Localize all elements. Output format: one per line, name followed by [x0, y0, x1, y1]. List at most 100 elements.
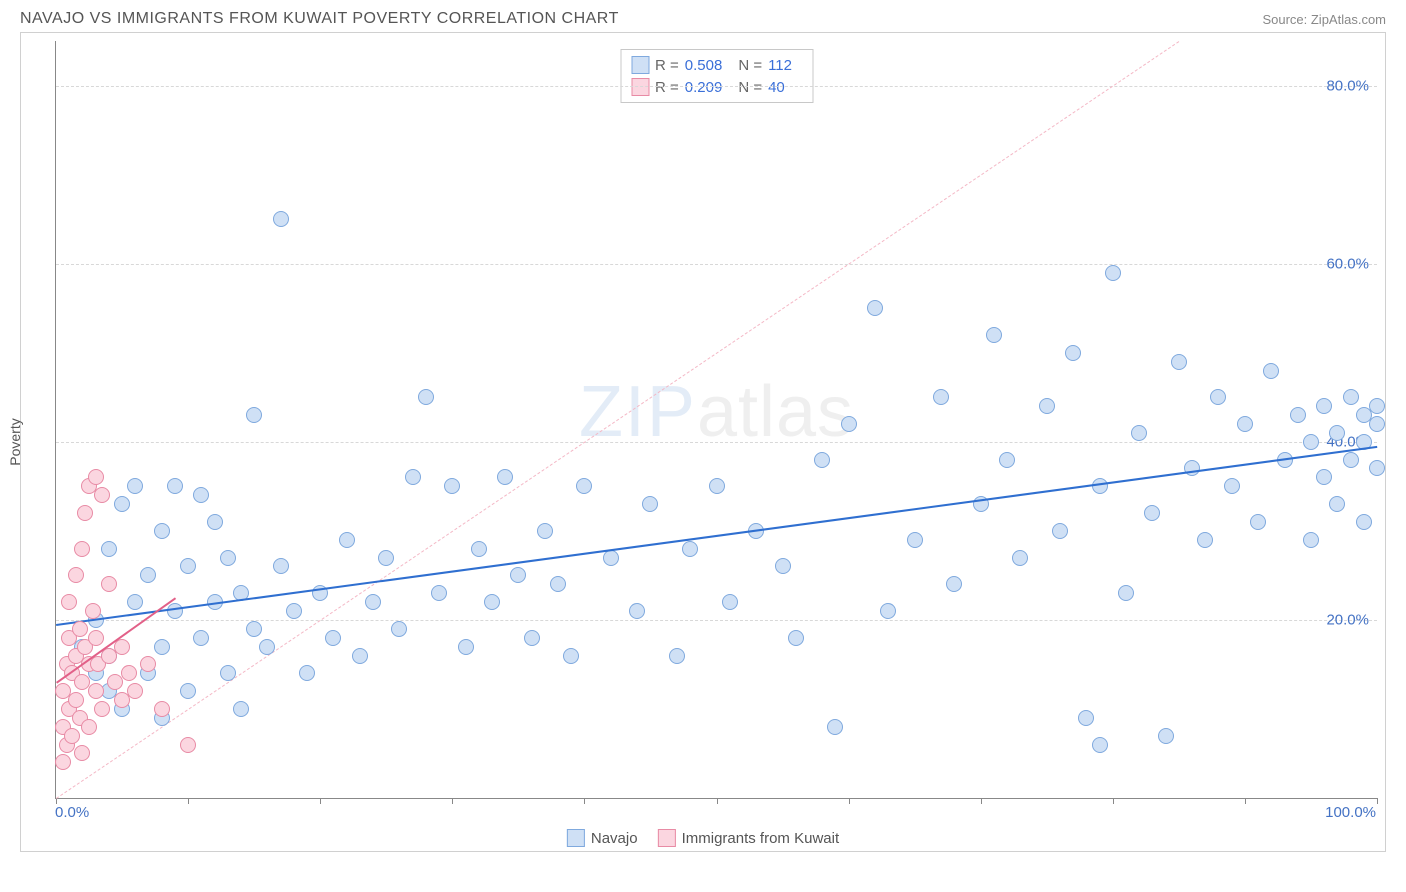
scatter-point: [68, 692, 84, 708]
gridline: [56, 442, 1377, 443]
scatter-point: [418, 389, 434, 405]
stat-n-value: 112: [768, 57, 792, 74]
scatter-point: [1303, 434, 1319, 450]
x-tick: [849, 798, 850, 804]
legend-swatch: [567, 829, 585, 847]
scatter-point: [709, 478, 725, 494]
scatter-point: [1343, 389, 1359, 405]
scatter-point: [154, 523, 170, 539]
scatter-point: [431, 585, 447, 601]
scatter-point: [537, 523, 553, 539]
scatter-point: [339, 532, 355, 548]
scatter-point: [722, 594, 738, 610]
scatter-point: [1250, 514, 1266, 530]
scatter-point: [1092, 737, 1108, 753]
scatter-point: [127, 478, 143, 494]
scatter-point: [233, 701, 249, 717]
scatter-point: [682, 541, 698, 557]
legend-label: Navajo: [591, 830, 638, 847]
scatter-point: [273, 211, 289, 227]
scatter-point: [1171, 354, 1187, 370]
scatter-point: [642, 496, 658, 512]
scatter-point: [180, 737, 196, 753]
y-tick-label: 80.0%: [1326, 77, 1369, 94]
scatter-point: [74, 541, 90, 557]
scatter-point: [207, 514, 223, 530]
scatter-point: [405, 469, 421, 485]
stat-r-label: R =: [655, 57, 679, 74]
scatter-point: [391, 621, 407, 637]
scatter-point: [88, 469, 104, 485]
scatter-point: [220, 665, 236, 681]
watermark-zip: ZIP: [579, 372, 697, 452]
y-tick-label: 60.0%: [1326, 255, 1369, 272]
scatter-point: [1316, 398, 1332, 414]
scatter-point: [788, 630, 804, 646]
scatter-point: [220, 550, 236, 566]
scatter-point: [444, 478, 460, 494]
legend-swatch: [631, 78, 649, 96]
scatter-point: [299, 665, 315, 681]
scatter-point: [61, 594, 77, 610]
scatter-point: [77, 505, 93, 521]
x-tick: [188, 798, 189, 804]
scatter-point: [193, 630, 209, 646]
scatter-point: [1263, 363, 1279, 379]
scatter-point: [101, 541, 117, 557]
scatter-point: [352, 648, 368, 664]
scatter-point: [140, 656, 156, 672]
scatter-point: [1303, 532, 1319, 548]
scatter-point: [365, 594, 381, 610]
scatter-point: [880, 603, 896, 619]
scatter-point: [1329, 496, 1345, 512]
scatter-point: [74, 745, 90, 761]
scatter-point: [1290, 407, 1306, 423]
x-tick: [320, 798, 321, 804]
watermark-atlas: atlas: [697, 372, 854, 452]
scatter-point: [140, 567, 156, 583]
x-tick-label: 0.0%: [55, 804, 89, 821]
scatter-point: [94, 701, 110, 717]
legend-label: Immigrants from Kuwait: [682, 830, 840, 847]
scatter-point: [1144, 505, 1160, 521]
scatter-point: [986, 327, 1002, 343]
x-tick: [981, 798, 982, 804]
y-tick-label: 20.0%: [1326, 611, 1369, 628]
scatter-point: [68, 567, 84, 583]
scatter-point: [946, 576, 962, 592]
scatter-point: [273, 558, 289, 574]
gridline: [56, 264, 1377, 265]
scatter-point: [1369, 416, 1385, 432]
scatter-point: [1237, 416, 1253, 432]
scatter-point: [1224, 478, 1240, 494]
scatter-point: [1052, 523, 1068, 539]
scatter-point: [193, 487, 209, 503]
scatter-point: [497, 469, 513, 485]
scatter-point: [72, 621, 88, 637]
scatter-point: [576, 478, 592, 494]
scatter-point: [775, 558, 791, 574]
legend-item: Navajo: [567, 829, 638, 847]
stat-r-label: R =: [655, 79, 679, 96]
y-axis-label: Poverty: [7, 418, 23, 465]
scatter-point: [88, 630, 104, 646]
scatter-point: [1092, 478, 1108, 494]
x-tick-label: 100.0%: [1325, 804, 1376, 821]
scatter-point: [55, 754, 71, 770]
scatter-point: [101, 576, 117, 592]
x-tick: [452, 798, 453, 804]
stat-r-value: 0.209: [685, 79, 723, 96]
x-tick: [584, 798, 585, 804]
scatter-point: [1343, 452, 1359, 468]
x-tick: [1377, 798, 1378, 804]
chart-container: Poverty ZIPatlas R =0.508N =112R =0.209N…: [20, 32, 1386, 852]
scatter-point: [180, 683, 196, 699]
scatter-point: [550, 576, 566, 592]
legend-item: Immigrants from Kuwait: [658, 829, 840, 847]
scatter-point: [286, 603, 302, 619]
scatter-point: [325, 630, 341, 646]
scatter-point: [907, 532, 923, 548]
scatter-point: [127, 594, 143, 610]
identity-line: [56, 41, 1179, 799]
scatter-point: [88, 683, 104, 699]
